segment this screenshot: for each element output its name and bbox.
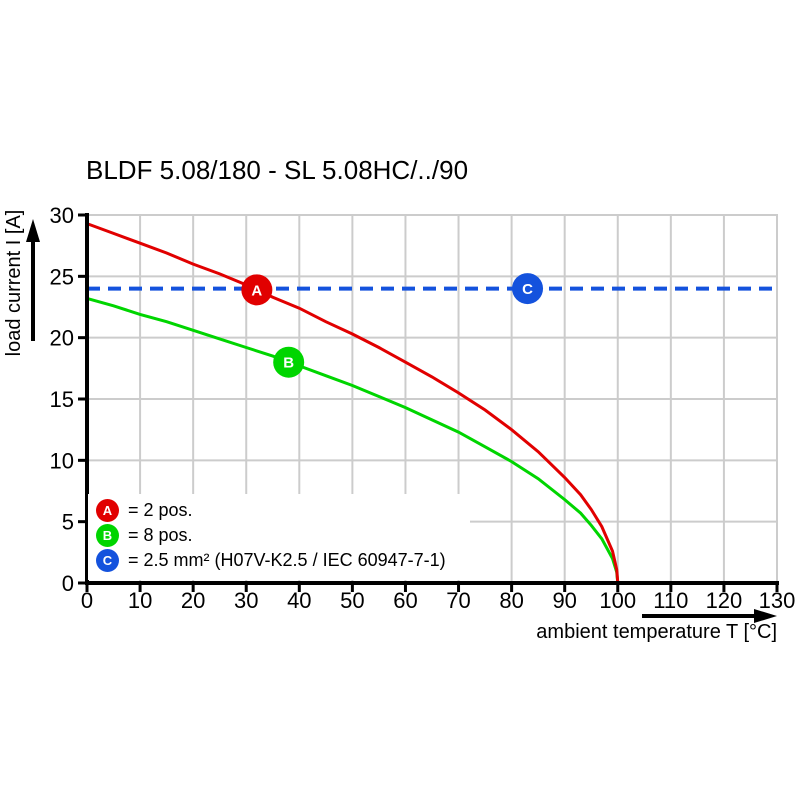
legend-item-label: = 2.5 mm² (H07V-K2.5 / IEC 60947-7-1) — [128, 550, 446, 570]
marker-a — [241, 274, 273, 306]
legend-item-label: = 8 pos. — [128, 525, 193, 545]
x-tick-label: 120 — [706, 588, 743, 613]
y-axis-arrowhead-icon — [26, 219, 40, 242]
y-tick-label: 0 — [62, 571, 74, 596]
legend-item-8pos: B = 8 pos. — [96, 523, 470, 548]
x-axis-arrowhead-icon — [754, 609, 777, 623]
legend-item-wire: C = 2.5 mm² (H07V-K2.5 / IEC 60947-7-1) — [96, 548, 470, 573]
marker-letter: A — [251, 282, 262, 299]
legend-marker-a-icon: A — [96, 499, 119, 522]
legend-marker-b-icon: B — [96, 524, 119, 547]
marker-c — [512, 273, 544, 305]
legend-marker-c-icon: C — [96, 549, 119, 572]
y-tick-label: 5 — [62, 510, 74, 535]
marker-letter: B — [283, 355, 294, 372]
x-tick-label: 50 — [340, 588, 364, 613]
y-tick-label: 25 — [50, 264, 74, 289]
x-tick-label: 130 — [759, 588, 796, 613]
legend-marker-letter: B — [102, 528, 113, 543]
y-tick-label: 20 — [50, 326, 74, 351]
x-tick-label: 90 — [552, 588, 576, 613]
x-axis-label: ambient temperature T [°C] — [536, 621, 777, 643]
curve-b — [86, 296, 620, 584]
x-tick-label: 110 — [653, 588, 688, 613]
x-tick-label: 30 — [234, 588, 258, 613]
chart-title: BLDF 5.08/180 - SL 5.08HC/../90 — [86, 155, 469, 185]
curve-a — [86, 222, 620, 584]
x-tick-label: 40 — [287, 588, 311, 613]
marker-letter: C — [522, 281, 533, 298]
x-tick-label: 0 — [81, 588, 93, 613]
x-tick-label: 10 — [128, 588, 152, 613]
legend-item-label: = 2 pos. — [128, 500, 193, 520]
x-tick-label: 60 — [393, 588, 417, 613]
legend-item-2pos: A = 2 pos. — [96, 498, 470, 523]
legend-marker-letter: C — [102, 553, 113, 568]
marker-b — [273, 346, 305, 378]
x-tick-label: 70 — [446, 588, 470, 613]
y-tick-label: 30 — [50, 203, 74, 228]
x-tick-label: 80 — [499, 588, 523, 613]
x-tick-label: 20 — [181, 588, 205, 613]
y-tick-label: 15 — [50, 387, 74, 412]
legend: A = 2 pos. B = 8 pos. C = 2.5 mm² (H07V-… — [88, 494, 470, 580]
y-axis-label: load current I [A] — [3, 209, 25, 357]
legend-marker-letter: A — [102, 503, 113, 518]
y-tick-label: 10 — [50, 448, 74, 473]
x-tick-label: 100 — [599, 588, 636, 613]
